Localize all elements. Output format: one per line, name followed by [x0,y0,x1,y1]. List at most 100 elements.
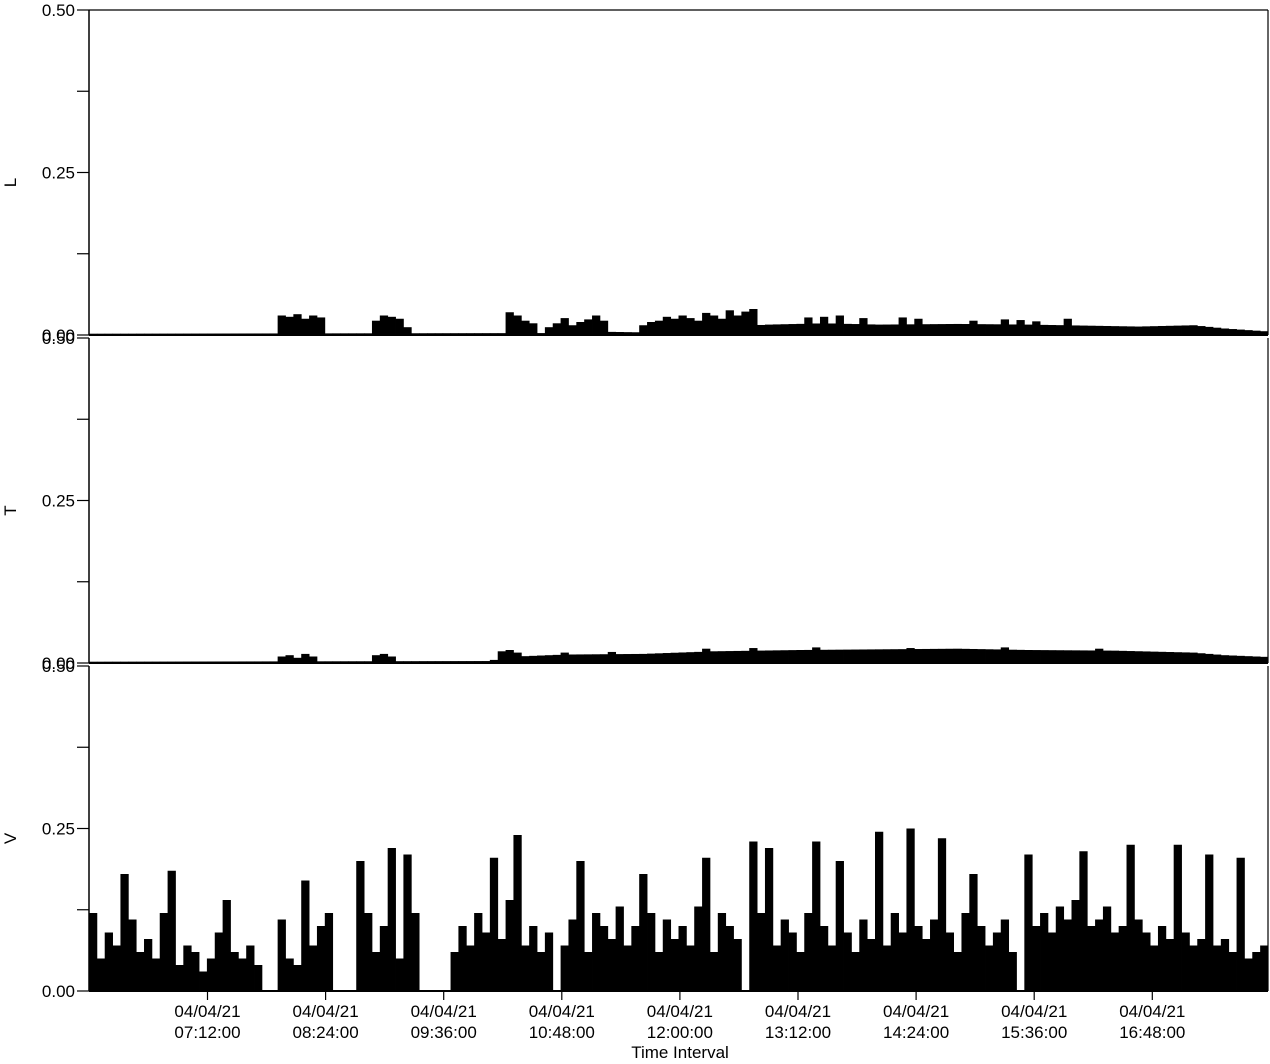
bar-v-116 [1000,919,1010,991]
y-tick-label: 0.00 [42,654,75,673]
bar-v-115 [992,932,1002,991]
bar-l-87 [772,324,782,335]
bar-v-145 [1228,952,1237,991]
bar-l-24 [277,315,286,335]
x-tick-date: 04/04/21 [883,1002,949,1021]
bar-v-13 [191,952,200,991]
bar-v-88 [780,919,789,991]
bar-v-12 [183,945,192,991]
bar-l-25 [285,316,294,335]
bar-v-86 [764,848,774,991]
bar-v-147 [1244,958,1253,991]
bar-l-129 [1102,325,1112,335]
x-tick-time: 12:00:00 [647,1023,713,1042]
bar-v-28 [309,945,318,991]
bar-l-64 [592,315,601,335]
bar-t-120 [1032,650,1041,663]
bar-v-91 [804,913,813,991]
bar-l-98 [859,318,868,335]
bar-t-111 [961,648,970,663]
bar-l-137 [1165,325,1175,335]
bar-v-61 [568,919,577,991]
bar-t-90 [796,650,805,663]
bar-v-63 [584,952,593,991]
bar-v-134 [1142,932,1151,991]
bar-v-84 [749,841,758,991]
bar-v-41 [411,913,420,991]
bar-t-59 [552,654,561,664]
bar-v-131 [1118,926,1127,991]
bar-v-29 [316,926,326,991]
bar-v-68 [623,945,632,991]
y-tick-label: 0.25 [42,164,75,183]
bar-v-146 [1236,857,1245,991]
bar-v-17 [222,900,231,991]
bar-l-85 [757,324,766,335]
bar-v-111 [961,913,970,991]
bar-t-147 [1244,656,1253,663]
bar-l-80 [717,318,727,335]
bar-t-131 [1118,650,1127,663]
bar-t-119 [1024,650,1033,663]
bar-v-9 [159,913,168,991]
x-tick-date: 04/04/21 [293,1002,359,1021]
bar-l-130 [1110,326,1120,335]
bar-v-109 [945,932,954,991]
bar-v-129 [1102,906,1112,991]
bar-v-3 [112,945,121,991]
bar-v-55 [521,945,530,991]
bar-v-4 [120,874,129,991]
x-tick-time: 10:48:00 [529,1023,595,1042]
bar-t-69 [631,653,640,663]
bar-v-95 [835,861,844,991]
bar-v-50 [482,932,491,991]
bar-t-102 [890,649,899,663]
bar-l-142 [1205,326,1214,336]
bar-t-91 [804,649,813,663]
bar-v-6 [136,952,145,991]
bar-v-11 [175,965,184,991]
bar-t-133 [1134,651,1143,663]
bar-t-142 [1205,653,1214,663]
bar-l-105 [914,318,923,335]
bar-v-96 [843,932,852,991]
bar-t-37 [379,653,389,663]
bar-l-104 [906,324,915,335]
bar-v-20 [246,945,255,991]
bar-l-100 [875,324,884,335]
bar-l-59 [552,323,561,335]
bar-t-128 [1095,648,1104,663]
bar-v-54 [513,835,522,991]
bar-l-106 [922,324,931,335]
bar-t-67 [615,654,624,663]
bar-t-97 [851,649,860,663]
x-tick-time: 08:24:00 [293,1023,359,1042]
bar-t-53 [505,650,514,663]
bar-t-116 [1000,647,1010,663]
bar-t-96 [843,649,852,663]
bar-v-107 [930,919,939,991]
bar-v-49 [474,913,483,991]
bar-t-115 [992,649,1002,663]
bar-l-147 [1244,330,1253,336]
bar-t-106 [922,648,931,663]
x-tick-date: 04/04/21 [174,1002,240,1021]
x-tick-date: 04/04/21 [529,1002,595,1021]
x-tick-date: 04/04/21 [1119,1002,1185,1021]
bar-v-56 [529,926,538,991]
bar-l-103 [898,317,907,335]
x-tick-date: 04/04/21 [1001,1002,1067,1021]
bar-t-141 [1197,653,1206,663]
bar-t-140 [1189,652,1198,663]
bar-t-78 [702,648,711,663]
bar-v-57 [537,952,546,991]
bar-l-88 [780,324,789,335]
x-tick-time: 13:12:00 [765,1023,831,1042]
bar-v-89 [788,932,797,991]
bar-v-78 [702,857,711,991]
bar-v-62 [576,861,585,991]
bar-t-104 [906,648,915,663]
bar-l-121 [1040,324,1049,335]
bar-t-87 [772,650,782,663]
bar-v-122 [1047,932,1057,991]
